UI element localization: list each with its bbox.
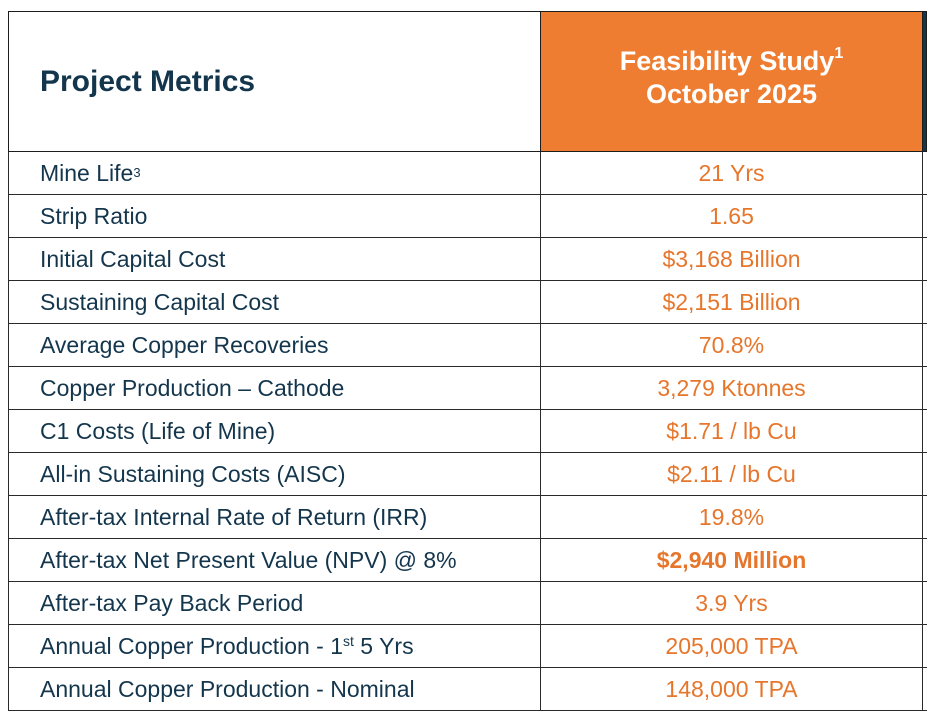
row-edge	[922, 538, 927, 582]
row-edge	[922, 624, 927, 668]
table-row: All-in Sustaining Costs (AISC) $2.11 / l…	[8, 452, 927, 496]
table-row: Initial Capital Cost $3,168 Billion	[8, 237, 927, 281]
row-edge	[922, 495, 927, 539]
metric-value-copper-cathode: 3,279 Ktonnes	[540, 366, 923, 410]
table-row: After-tax Net Present Value (NPV) @ 8% $…	[8, 538, 927, 582]
metric-label-text: Annual Copper Production - 1	[40, 632, 344, 659]
row-edge	[922, 452, 927, 496]
metric-label-footnote: 3	[133, 164, 141, 180]
header-row: Project Metrics Feasibility Study1 Octob…	[8, 11, 927, 152]
metric-label-payback: After-tax Pay Back Period	[8, 581, 541, 625]
metric-label-aisc: All-in Sustaining Costs (AISC)	[8, 452, 541, 496]
metric-value-mine-life: 21 Yrs	[540, 151, 923, 195]
metric-label-copper-recoveries: Average Copper Recoveries	[8, 323, 541, 367]
metric-value-sustaining-capital: $2,151 Billion	[540, 280, 923, 324]
header-project-metrics: Project Metrics	[8, 11, 541, 152]
header-edge-accent	[922, 11, 927, 152]
table-row: After-tax Pay Back Period 3.9 Yrs	[8, 581, 927, 625]
header-study-date: October 2025	[645, 78, 818, 109]
metric-value-npv: $2,940 Million	[540, 538, 923, 582]
metric-value-initial-capital: $3,168 Billion	[540, 237, 923, 281]
table-row: Annual Copper Production - 1st 5 Yrs 205…	[8, 624, 927, 668]
metric-label-copper-cathode: Copper Production – Cathode	[8, 366, 541, 410]
row-edge	[922, 409, 927, 453]
metric-value-aisc: $2.11 / lb Cu	[540, 452, 923, 496]
table-row: Annual Copper Production - Nominal 148,0…	[8, 667, 927, 711]
table-row: Strip Ratio 1.65	[8, 194, 927, 238]
metric-value-irr: 19.8%	[540, 495, 923, 539]
metric-label-strip-ratio: Strip Ratio	[8, 194, 541, 238]
metric-value-payback: 3.9 Yrs	[540, 581, 923, 625]
row-edge	[922, 323, 927, 367]
header-study-title: Feasibility Study	[619, 45, 835, 76]
table-row: Mine Life3 21 Yrs	[8, 151, 927, 195]
row-edge	[922, 194, 927, 238]
table-row: C1 Costs (Life of Mine) $1.71 / lb Cu	[8, 409, 927, 453]
row-edge	[922, 280, 927, 324]
metric-label-irr: After-tax Internal Rate of Return (IRR)	[8, 495, 541, 539]
metric-label-text: Mine Life	[40, 159, 134, 186]
row-edge	[922, 581, 927, 625]
table-row: Average Copper Recoveries 70.8%	[8, 323, 927, 367]
table-row: Copper Production – Cathode 3,279 Ktonne…	[8, 366, 927, 410]
metric-value-annual-first-5: 205,000 TPA	[540, 624, 923, 668]
metric-label-sustaining-capital: Sustaining Capital Cost	[8, 280, 541, 324]
metric-label-c1-costs: C1 Costs (Life of Mine)	[8, 409, 541, 453]
header-feasibility-study: Feasibility Study1 October 2025	[540, 11, 923, 152]
metric-label-mine-life: Mine Life3	[8, 151, 541, 195]
row-edge	[922, 366, 927, 410]
metric-value-copper-recoveries: 70.8%	[540, 323, 923, 367]
table-row: After-tax Internal Rate of Return (IRR) …	[8, 495, 927, 539]
row-edge	[922, 667, 927, 711]
metric-label-initial-capital: Initial Capital Cost	[8, 237, 541, 281]
metric-label-annual-nominal: Annual Copper Production - Nominal	[8, 667, 541, 711]
metric-label-text-suffix: 5 Yrs	[353, 632, 414, 659]
row-edge	[922, 151, 927, 195]
metric-value-annual-nominal: 148,000 TPA	[540, 667, 923, 711]
metric-label-superscript: st	[343, 632, 354, 649]
header-study-footnote: 1	[834, 44, 844, 62]
metric-value-strip-ratio: 1.65	[540, 194, 923, 238]
project-metrics-table: Project Metrics Feasibility Study1 Octob…	[8, 11, 927, 711]
table-row: Sustaining Capital Cost $2,151 Billion	[8, 280, 927, 324]
metric-value-c1-costs: $1.71 / lb Cu	[540, 409, 923, 453]
metric-label-annual-first-5: Annual Copper Production - 1st 5 Yrs	[8, 624, 541, 668]
row-edge	[922, 237, 927, 281]
metric-label-npv: After-tax Net Present Value (NPV) @ 8%	[8, 538, 541, 582]
metrics-table-container: Project Metrics Feasibility Study1 Octob…	[8, 11, 928, 711]
